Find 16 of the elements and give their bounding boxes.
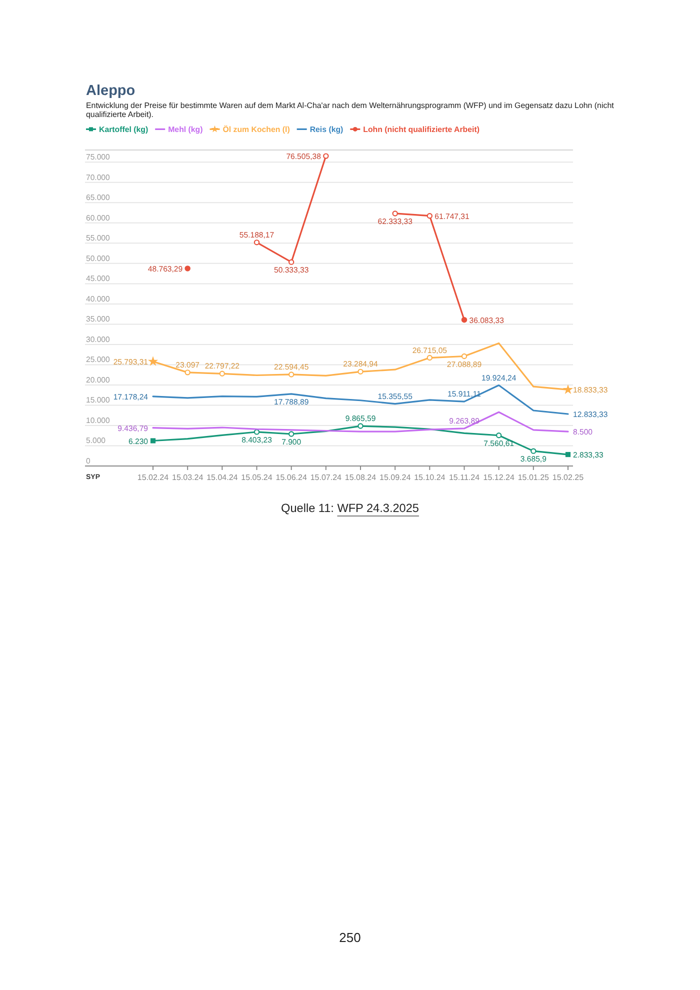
x-tick-label: 15.02.25 [552, 473, 584, 482]
x-tick-label: 15.05.24 [241, 473, 273, 482]
x-tick-label: 15.04.24 [206, 473, 238, 482]
x-tick-label: 15.08.24 [344, 473, 377, 482]
x-tick-label: 15.01.25 [518, 473, 550, 482]
x-tick-label: 15.09.24 [380, 473, 412, 482]
x-tick-label: 15.06.24 [276, 473, 308, 482]
text: 250 [339, 930, 361, 945]
x-tick-label: 15.10.24 [414, 473, 446, 482]
x-tick-label: 15.02.24 [137, 473, 170, 482]
x-tick-label: 15.07.24 [310, 473, 342, 482]
x-tick-label: 15.11.24 [448, 473, 480, 482]
chart-title: Aleppo [86, 83, 136, 99]
x-tick-label: 15.12.24 [483, 473, 515, 482]
x-tick-label: 15.03.24 [172, 473, 204, 482]
source-note: Quelle 11: WFP 24.3.2025 [281, 501, 420, 515]
